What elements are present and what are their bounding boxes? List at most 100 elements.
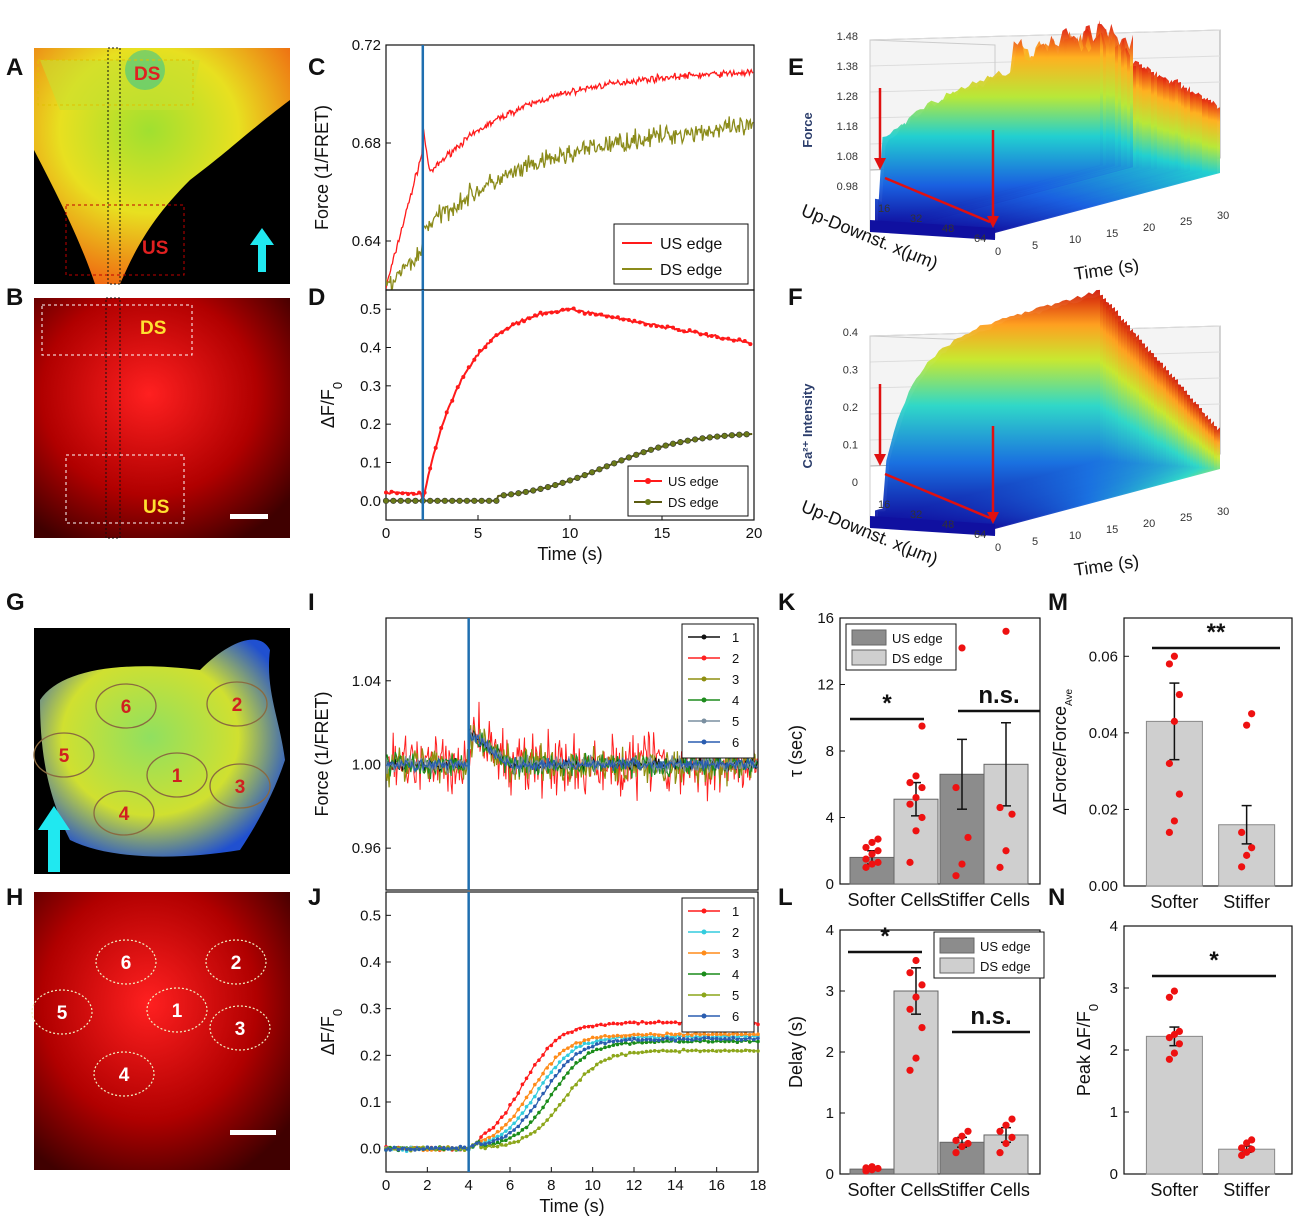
series-marker	[599, 1035, 603, 1039]
us-marker	[483, 345, 488, 350]
region-circle	[209, 1005, 271, 1051]
ds-marker	[382, 497, 390, 504]
legend-label: DS edge	[660, 262, 722, 279]
series-marker	[747, 1036, 752, 1040]
us-marker	[637, 320, 642, 325]
us-marker	[599, 312, 604, 317]
ds-marker	[456, 497, 463, 504]
series-marker	[512, 1114, 516, 1119]
data-point	[918, 783, 926, 792]
series-marker	[561, 1063, 566, 1068]
series-marker	[561, 1098, 566, 1103]
series-marker	[545, 1118, 549, 1122]
region-label: 2	[231, 953, 242, 974]
data-point	[1175, 1040, 1183, 1048]
series-marker	[545, 1085, 549, 1089]
region-label: 5	[57, 1003, 68, 1024]
series-marker	[528, 1132, 533, 1136]
chart-I: 0.96 1.00 1.04 Force (1/FRET) 1 2 3 4 5 6	[312, 617, 759, 891]
series-marker	[731, 1035, 735, 1040]
series-marker	[603, 1038, 607, 1042]
series-marker	[533, 1094, 537, 1099]
ds-marker	[596, 466, 603, 473]
ds-marker	[522, 488, 529, 496]
series-marker	[483, 1142, 488, 1146]
series-marker	[640, 1020, 645, 1024]
series-marker	[504, 1143, 508, 1147]
surface-base	[870, 220, 995, 240]
data-point	[912, 827, 920, 835]
us-marker	[428, 466, 433, 471]
series-marker	[417, 1147, 421, 1152]
ds-marker	[721, 432, 728, 439]
x-tick-label: 10	[562, 525, 579, 542]
data-point	[952, 1136, 960, 1145]
series-marker	[706, 1039, 711, 1044]
us-marker	[577, 309, 582, 314]
region-circle	[205, 939, 267, 985]
series-marker	[553, 1065, 558, 1070]
us-marker	[720, 336, 725, 341]
series-marker	[446, 1147, 450, 1151]
ds-marker	[441, 497, 448, 504]
data-point	[1175, 690, 1183, 699]
data-point	[964, 1139, 972, 1148]
flow-arrow-icon	[250, 228, 274, 272]
series-marker	[549, 1092, 554, 1097]
x-tick-label: 15	[654, 525, 671, 542]
legend-marker	[701, 634, 707, 640]
series-marker	[578, 1041, 583, 1045]
ds-marker	[500, 492, 507, 499]
ds-marker	[581, 472, 588, 479]
series-marker	[669, 1032, 673, 1036]
series-marker	[710, 1037, 715, 1041]
series-marker	[714, 1032, 719, 1036]
data-point	[996, 863, 1004, 871]
series-marker	[727, 1036, 731, 1041]
series-marker	[586, 1051, 591, 1055]
x-category-label: Stiffer	[1223, 892, 1270, 912]
series-marker	[524, 1125, 529, 1130]
series-marker	[549, 1062, 554, 1066]
region-circle	[33, 732, 95, 778]
series-marker	[595, 1042, 599, 1046]
series-marker	[739, 1032, 744, 1037]
us-marker	[538, 310, 543, 315]
legend-label: US edge	[980, 939, 1031, 954]
series-marker	[396, 1147, 401, 1152]
y-axis-label: ΔF/F0	[318, 382, 345, 428]
series-marker	[743, 1048, 748, 1053]
ds-marker	[397, 497, 404, 504]
series-marker	[632, 1036, 636, 1041]
chart-M: 0.00 0.02 0.04 0.06 ΔForce/ForceAve Softer Sti…	[1050, 617, 1293, 912]
series-marker	[694, 1031, 698, 1036]
series-marker	[586, 1037, 591, 1042]
ds-marker	[692, 436, 699, 443]
series-marker	[483, 1137, 488, 1142]
plot-area	[386, 68, 754, 290]
x-tick-label: 0	[382, 1177, 390, 1194]
panel-letter-D: D	[308, 284, 325, 311]
us-marker	[555, 310, 560, 315]
us-marker	[726, 336, 731, 341]
series-marker	[541, 1071, 545, 1076]
data-point	[1002, 847, 1010, 855]
series-marker	[640, 1040, 645, 1045]
legend-label: 6	[732, 1009, 739, 1024]
series-marker	[756, 1049, 760, 1053]
t-tick-label: 15	[1106, 228, 1118, 240]
series-marker	[752, 1049, 756, 1053]
y-axis-label: Force (1/FRET)	[312, 691, 332, 816]
series-marker	[648, 1032, 653, 1036]
ds-marker	[434, 497, 441, 504]
us-marker	[417, 490, 422, 495]
legend-box	[681, 897, 755, 1033]
data-point	[1002, 627, 1010, 635]
data-point	[1165, 828, 1173, 837]
series-marker	[648, 1021, 653, 1025]
panel-letter-L: L	[778, 884, 793, 911]
ds-marker	[611, 460, 618, 467]
y-tick-label: 0.96	[352, 840, 381, 857]
series-marker	[508, 1130, 512, 1135]
us-marker	[704, 331, 709, 336]
